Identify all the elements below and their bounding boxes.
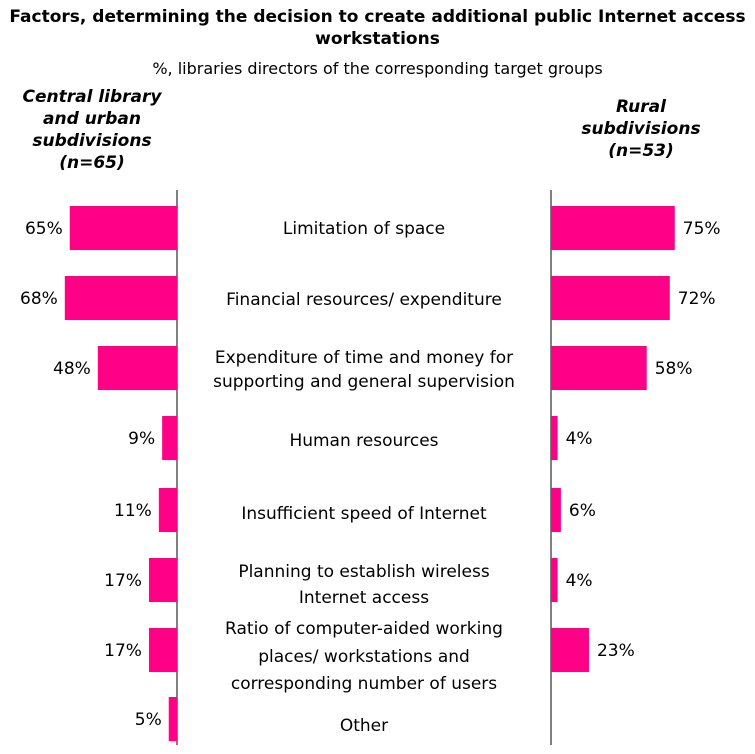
right-bar xyxy=(551,558,558,602)
left-bar xyxy=(64,276,177,320)
right-value-label: 58% xyxy=(655,359,693,379)
left-value-label: 11% xyxy=(114,501,152,521)
category-label: Insufficient speed of Internet xyxy=(241,504,487,524)
category-label: places/ workstations and xyxy=(258,647,470,667)
chart-subtitle: %, libraries directors of the correspond… xyxy=(152,59,603,78)
category-label: Other xyxy=(340,716,388,736)
left-value-label: 17% xyxy=(104,571,142,591)
left-bar xyxy=(162,416,177,460)
left-value-label: 68% xyxy=(20,289,58,309)
right-series-label: Rural subdivisions (n=53) xyxy=(581,97,701,161)
category-label: Internet access xyxy=(299,588,429,608)
right-value-label: 6% xyxy=(569,501,596,521)
category-label: Human resources xyxy=(289,431,438,451)
left-value-label: 5% xyxy=(135,710,162,730)
right-value-label: 75% xyxy=(683,219,721,239)
right-bar xyxy=(551,276,670,320)
category-label: corresponding number of users xyxy=(231,674,497,694)
category-label: Expenditure of time and money for xyxy=(215,348,513,368)
left-series-label: Central library and urban subdivisions (… xyxy=(22,87,162,173)
left-value-label: 48% xyxy=(53,359,91,379)
category-label: Planning to establish wireless xyxy=(238,562,490,582)
left-bar xyxy=(97,346,177,390)
category-label: Financial resources/ expenditure xyxy=(226,290,502,310)
right-bar xyxy=(551,206,675,250)
right-value-label: 4% xyxy=(566,429,593,449)
left-bar xyxy=(69,206,177,250)
category-label: Ratio of computer-aided working xyxy=(225,619,503,639)
right-value-label: 23% xyxy=(597,641,635,661)
chart-title: Factors, determining the decision to cre… xyxy=(9,7,746,49)
left-bar xyxy=(148,628,177,672)
right-bar xyxy=(551,346,647,390)
left-bar xyxy=(148,558,177,602)
left-bar xyxy=(158,488,177,532)
left-value-label: 17% xyxy=(104,641,142,661)
right-value-label: 4% xyxy=(566,571,593,591)
right-bar xyxy=(551,416,558,460)
left-value-label: 65% xyxy=(25,219,63,239)
left-bar xyxy=(168,697,177,741)
category-label: supporting and general supervision xyxy=(213,372,515,392)
right-value-label: 72% xyxy=(678,289,716,309)
right-bar xyxy=(551,488,561,532)
left-value-label: 9% xyxy=(128,429,155,449)
right-bar xyxy=(551,628,589,672)
category-label: Limitation of space xyxy=(283,219,445,239)
